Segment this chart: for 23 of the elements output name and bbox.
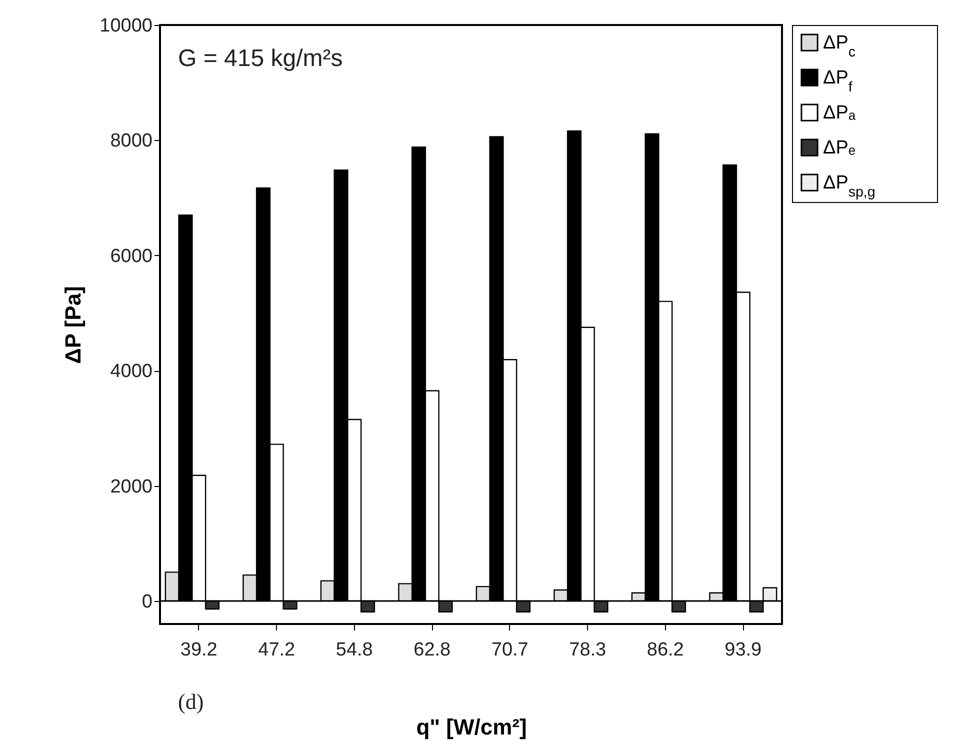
x-axis-title: q" [W/cm²] — [416, 714, 527, 740]
x-tick-label: 47.2 — [258, 640, 296, 660]
legend-label: ΔPₑ — [823, 138, 856, 158]
legend-label: ΔP$_{sp,g}$ — [823, 172, 876, 200]
x-tick-label: 54.8 — [336, 640, 373, 660]
x-tick-label: 39.2 — [180, 640, 218, 660]
y-tick-label: 0 — [142, 591, 152, 612]
annotation: G = 415 kg/m²s — [178, 45, 343, 72]
y-tick-label: 2000 — [110, 476, 152, 498]
x-tick-label: 86.2 — [646, 640, 684, 660]
x-tick-label: 62.8 — [414, 640, 451, 660]
x-tick-label: 93.9 — [724, 640, 762, 660]
text: (d) — [178, 689, 204, 714]
legend-label: ΔPₐ — [823, 102, 856, 124]
y-tick-label: 8000 — [110, 130, 152, 152]
y-tick-label: 4000 — [110, 361, 152, 382]
x-tick-label: 78.3 — [569, 640, 606, 660]
legend-label: ΔP$_{c}$ — [823, 32, 856, 60]
legend-label: ΔP$_{f}$ — [823, 68, 852, 96]
y-tick-label: 6000 — [110, 246, 152, 267]
y-tick-label: 10000 — [100, 16, 152, 36]
y-axis-title: ΔP [Pa] — [60, 286, 86, 364]
x-tick-label: 70.7 — [491, 640, 528, 660]
